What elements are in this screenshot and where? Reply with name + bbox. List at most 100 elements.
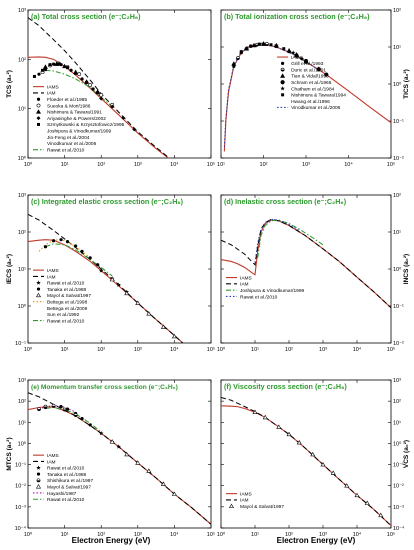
- legend-marker-e: [36, 465, 41, 470]
- y-tick-label-f: 10¹: [393, 420, 401, 426]
- legend-label-a: Sueoka & Mori/1986: [47, 103, 91, 109]
- legend-label-a: IAM: [47, 91, 56, 97]
- data-point-f-0: [354, 492, 360, 498]
- data-point-a-4: [48, 63, 52, 67]
- data-point-b-4: [290, 50, 296, 55]
- legend-label-a: Rawat et al./2010: [47, 147, 85, 153]
- y-tick-label-f: 10³: [393, 378, 401, 384]
- x-tick-label-d: 10⁰: [217, 346, 226, 353]
- data-point-b-5: [249, 44, 253, 48]
- x-tick-label-f: 10¹: [251, 532, 259, 538]
- legend-label-b: Duric et al./1991: [291, 67, 326, 73]
- data-point-c-2: [124, 290, 130, 296]
- y-tick-label-a: 10⁰: [18, 155, 27, 162]
- legend-marker-b: [281, 61, 285, 65]
- data-point-b-4: [316, 66, 322, 71]
- x-tick-label-e: 10²: [97, 532, 105, 538]
- data-point-b-2: [286, 47, 292, 53]
- chart-panel-a: 10⁰ 10¹ 10² 10³ 10⁴ 10⁵ 10⁰ 10¹ 10² 10³ TCS (a₀²) (…: [6, 8, 215, 168]
- y-tick-label-f: 10⁻²: [393, 484, 404, 490]
- data-point-b-2: [244, 46, 250, 51]
- data-point-a-0: [91, 87, 95, 91]
- x-tick-label-e: 10⁰: [24, 531, 33, 538]
- data-point-e-2: [73, 413, 78, 417]
- data-point-f-0: [378, 512, 384, 518]
- x-tick-label-e: 10³: [134, 532, 142, 538]
- chart-title-a: (a) Total cross section (e⁻;C₂H₆): [31, 12, 141, 21]
- legend-marker-e: [35, 484, 42, 489]
- x-axis-label-right: Electron Energy (eV): [277, 536, 356, 545]
- data-point-c-1: [96, 263, 100, 267]
- y-tick-label-b: 10¹: [393, 45, 401, 51]
- y-tick-label-e: 10⁻¹: [15, 463, 26, 469]
- plot-area-f: [221, 396, 391, 526]
- data-point-f-0: [252, 409, 258, 414]
- data-point-e-2: [43, 404, 48, 409]
- data-point-a-0: [69, 68, 73, 72]
- y-tick-label-c: 10¹: [18, 267, 26, 273]
- x-tick-label-a: 10³: [134, 162, 142, 168]
- y-tick-label-c: 10²: [18, 230, 26, 236]
- data-point-c-1: [51, 239, 56, 243]
- series-line-c-2: [38, 239, 91, 259]
- plot-area-d: [221, 218, 391, 309]
- legend-label-d: IAMS: [240, 275, 252, 281]
- legend-label-c: Bettega et al./2009: [47, 306, 88, 312]
- y-tick-label-e: 10¹: [18, 420, 26, 426]
- legend-label-b: Tian & Vidal/1998: [291, 74, 329, 80]
- x-tick-label-c: 10¹: [61, 347, 69, 353]
- y-tick-label-e: 10³: [18, 378, 26, 384]
- data-point-b-0: [300, 57, 304, 61]
- legend-label-e: Rawat et al./2010: [47, 497, 85, 503]
- x-tick-label-a: 10⁵: [207, 161, 215, 168]
- series-line-e-3: [45, 407, 102, 433]
- data-point-e-1: [88, 423, 92, 427]
- x-tick-label-f: 10⁴: [353, 531, 362, 538]
- y-tick-label-c: 10⁰: [18, 303, 27, 310]
- plot-area-a: [28, 17, 170, 158]
- y-tick-label-b: 10⁻²: [393, 156, 404, 162]
- data-point-c-2: [109, 276, 115, 282]
- data-point-b-2: [251, 42, 257, 48]
- legend-label-c: IAMS: [47, 268, 59, 274]
- x-tick-label-d: 10²: [285, 347, 293, 353]
- data-point-e-1: [59, 405, 63, 409]
- chart-title-d: (d) Inelastic cross section (e⁻;C₂H₆): [224, 197, 347, 206]
- data-point-a-0: [51, 62, 56, 66]
- data-point-f-0: [262, 414, 268, 420]
- data-point-a-3: [132, 127, 137, 132]
- legend-label-c: IAM: [47, 274, 56, 280]
- x-tick-label-f: 10³: [319, 532, 327, 538]
- x-tick-label-d: 10⁵: [387, 346, 395, 353]
- y-tick-label-c: 10³: [18, 193, 26, 199]
- legend-label-c: Sun et al./1992: [47, 312, 80, 318]
- x-tick-label-f: 10²: [285, 532, 293, 538]
- y-tick-label-e: 10²: [18, 399, 26, 405]
- legend-label-f: IAMS: [240, 491, 252, 497]
- data-point-e-3: [171, 491, 177, 496]
- legend-marker-b: [280, 80, 285, 85]
- x-tick-label-a: 10¹: [61, 162, 69, 168]
- data-point-a-0: [43, 67, 48, 72]
- legend-label-b: Hwang et al./1996: [291, 99, 330, 105]
- x-tick-label-c: 10⁵: [207, 346, 215, 353]
- chart-title-e: (e) Momentum transfer cross section (e⁻;…: [31, 384, 178, 391]
- legend-label-b: IAMS: [291, 55, 303, 61]
- data-point-b-5: [269, 43, 273, 47]
- y-tick-label-b: 10⁰: [393, 81, 402, 88]
- legend-label-c: Bettega et al./1998: [47, 299, 88, 305]
- data-point-b-5: [257, 42, 261, 46]
- y-axis-label-c: IECS (a₀²): [6, 254, 13, 284]
- legend-label-e: IAM: [47, 459, 56, 465]
- x-tick-label-e: 10¹: [61, 532, 69, 538]
- data-point-c-2: [135, 300, 141, 305]
- y-axis-label-f: VCS (a₀²): [403, 440, 410, 468]
- x-axis-label-left: Electron Energy (eV): [72, 536, 151, 545]
